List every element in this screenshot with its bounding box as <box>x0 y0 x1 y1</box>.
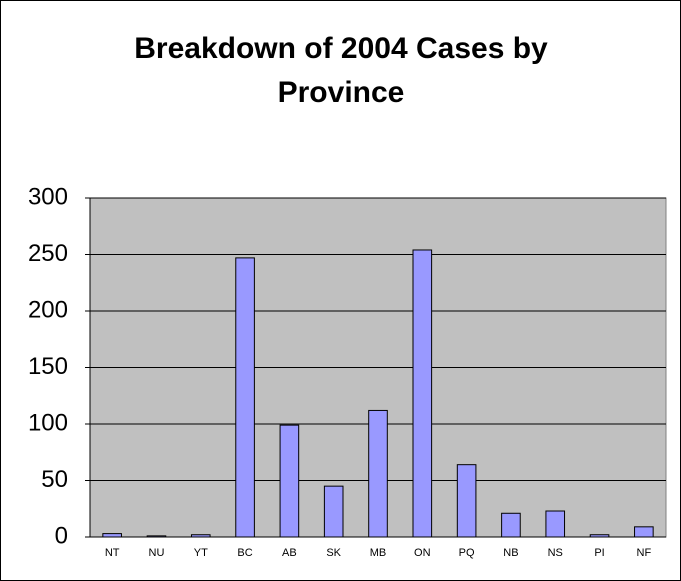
y-tick-label: 300 <box>28 183 68 210</box>
x-tick-label: ON <box>414 547 431 559</box>
x-tick-label: NT <box>105 547 120 559</box>
y-tick-label: 250 <box>28 240 68 267</box>
bar <box>102 533 122 538</box>
x-tick-label: NF <box>637 547 652 559</box>
x-tick-label: NS <box>548 547 563 559</box>
x-tick-label: MB <box>370 547 387 559</box>
x-tick-label: NB <box>503 547 518 559</box>
bar <box>235 257 255 538</box>
x-tick-label: BC <box>237 547 252 559</box>
y-tick-label: 50 <box>41 466 68 493</box>
bar <box>412 249 433 538</box>
y-tick-label: 150 <box>28 353 68 380</box>
bar <box>545 510 566 538</box>
x-tick-label: SK <box>326 547 341 559</box>
y-tick-label: 200 <box>28 296 68 323</box>
x-tick-label: PI <box>594 547 604 559</box>
bar <box>634 526 654 538</box>
bar <box>368 409 388 538</box>
bar <box>323 485 344 538</box>
bar <box>501 512 521 538</box>
y-tick-label: 0 <box>55 522 68 549</box>
bar <box>279 424 300 538</box>
chart-title: Breakdown of 2004 Cases by Province <box>134 32 548 109</box>
y-tick-label: 100 <box>28 409 68 436</box>
bar <box>456 464 477 538</box>
x-tick-label: AB <box>282 547 297 559</box>
x-tick-label: YT <box>194 547 208 559</box>
x-tick-label: PQ <box>459 547 475 559</box>
x-tick-label: NU <box>149 547 165 559</box>
